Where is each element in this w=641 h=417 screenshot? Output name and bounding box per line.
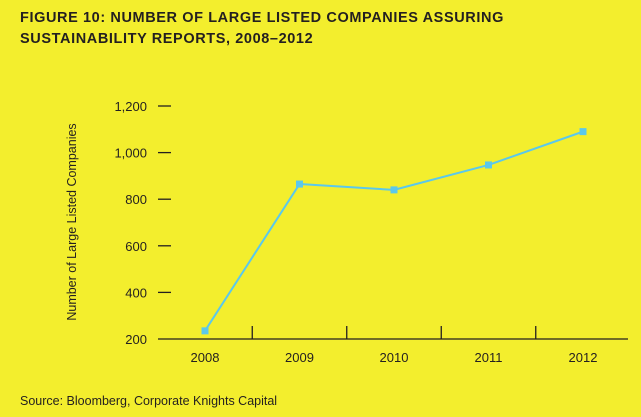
source-note: Source: Bloomberg, Corporate Knights Cap… bbox=[20, 394, 278, 408]
chart-title-line-2: SUSTAINABILITY REPORTS, 2008–2012 bbox=[20, 31, 314, 47]
y-tick-label: 1,200 bbox=[114, 99, 147, 114]
y-tick-label: 800 bbox=[125, 192, 147, 207]
x-tick-label: 2011 bbox=[475, 350, 503, 365]
x-tick-label: 2008 bbox=[191, 350, 220, 365]
chart-title-line-1: FIGURE 10: NUMBER OF LARGE LISTED COMPAN… bbox=[20, 10, 504, 26]
y-axis-label: Number of Large Listed Companies bbox=[65, 123, 79, 320]
data-point bbox=[579, 128, 587, 136]
data-point bbox=[485, 161, 492, 169]
data-point bbox=[201, 327, 209, 335]
chart-title: FIGURE 10: NUMBER OF LARGE LISTED COMPAN… bbox=[20, 8, 504, 50]
y-tick-label: 400 bbox=[125, 285, 147, 300]
x-tick-label: 2010 bbox=[380, 350, 409, 365]
series-line bbox=[204, 130, 584, 332]
x-tick-label: 2012 bbox=[569, 350, 598, 365]
y-tick-label: 200 bbox=[125, 332, 147, 347]
y-tick-label: 1,000 bbox=[114, 146, 147, 161]
x-tick-label: 2009 bbox=[285, 350, 314, 365]
data-point bbox=[390, 186, 398, 194]
y-tick-label: 600 bbox=[125, 239, 147, 254]
data-point bbox=[296, 180, 303, 188]
